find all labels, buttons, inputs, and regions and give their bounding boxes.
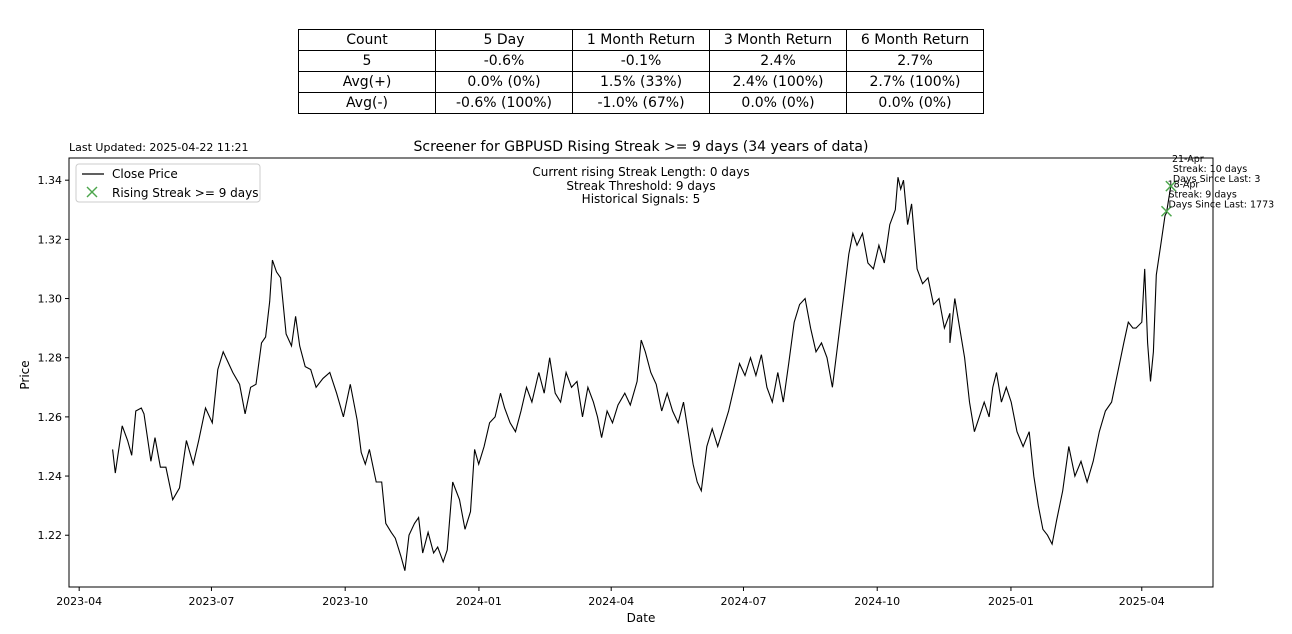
x-axis-label: Date [627, 611, 656, 625]
stats-cell: 0.0% (0%) [709, 92, 847, 114]
signal-annotation: Streak: 10 days [1173, 164, 1247, 175]
signal-annotation: 18-Apr [1168, 179, 1200, 190]
info-line: Streak Threshold: 9 days [566, 179, 715, 193]
stats-cell: Avg(-) [298, 92, 436, 114]
x-tick-label: 2024-01 [456, 595, 502, 608]
x-tick-label: 2024-10 [854, 595, 900, 608]
stats-row: 5 -0.6% -0.1% 2.4% 2.7% [298, 50, 984, 72]
signal-marker [1165, 180, 1177, 192]
signal-annotation: 21-Apr [1172, 154, 1204, 165]
signal-x-stroke [1165, 180, 1177, 192]
plot-frame [68, 157, 1214, 588]
info-line: Historical Signals: 5 [582, 192, 701, 206]
x-tick-label: 2023-07 [188, 595, 234, 608]
stats-cell: 0.0% (0%) [846, 92, 984, 114]
legend-entry: Rising Streak >= 9 days [112, 186, 258, 200]
signal-x-stroke [1160, 205, 1173, 217]
close-price-line [112, 177, 1172, 571]
y-tick-label: 1.26 [38, 411, 63, 424]
x-tick-label: 2025-04 [1119, 595, 1165, 608]
legend-box [75, 163, 261, 203]
x-tick-label: 2023-04 [56, 595, 102, 608]
signal-annotation: Days Since Last: 1773 [1168, 199, 1274, 210]
stats-cell: -1.0% (67%) [572, 92, 710, 114]
stats-cell: -0.6% (100%) [435, 92, 573, 114]
stats-row: Avg(-) -0.6% (100%) -1.0% (67%) 0.0% (0%… [298, 92, 984, 114]
signal-annotation: Streak: 9 days [1168, 189, 1236, 200]
x-tick-label: 2025-01 [988, 595, 1034, 608]
y-tick-label: 1.30 [38, 293, 63, 306]
x-tick-label: 2023-10 [322, 595, 368, 608]
legend: Close Price Rising Streak >= 9 days [75, 163, 261, 203]
legend-marker-swatch [86, 186, 98, 198]
y-tick-label: 1.28 [38, 352, 63, 365]
legend-entry: Close Price [112, 167, 178, 181]
y-tick-label: 1.32 [38, 233, 63, 246]
y-tick-label: 1.34 [38, 174, 63, 187]
stats-cell: 2.7% [846, 50, 984, 72]
info-line: Current rising Streak Length: 0 days [532, 165, 749, 179]
y-axis-label: Price [18, 360, 32, 389]
last-updated-label: Last Updated: 2025-04-22 11:21 [69, 141, 249, 154]
info-block: Current rising Streak Length: 0 days Str… [532, 165, 749, 206]
signal-marker [1160, 205, 1173, 217]
y-tick-label: 1.24 [38, 470, 63, 483]
stats-header-row: Count 5 Day 1 Month Return 3 Month Retur… [298, 29, 984, 51]
x-tick-label: 2024-04 [588, 595, 634, 608]
chart-title: Screener for GBPUSD Rising Streak >= 9 d… [414, 139, 869, 155]
signal-annotation: Days Since Last: 3 [1173, 174, 1261, 185]
stats-table: Count 5 Day 1 Month Return 3 Month Retur… [298, 29, 984, 114]
axis-ticks: 2023-04 2023-07 2023-10 2024-01 2024-04 2024-… [38, 174, 1165, 608]
x-tick-label: 2024-07 [720, 595, 766, 608]
y-tick-label: 1.22 [38, 529, 63, 542]
stats-header-cell: 6 Month Return [846, 29, 984, 51]
